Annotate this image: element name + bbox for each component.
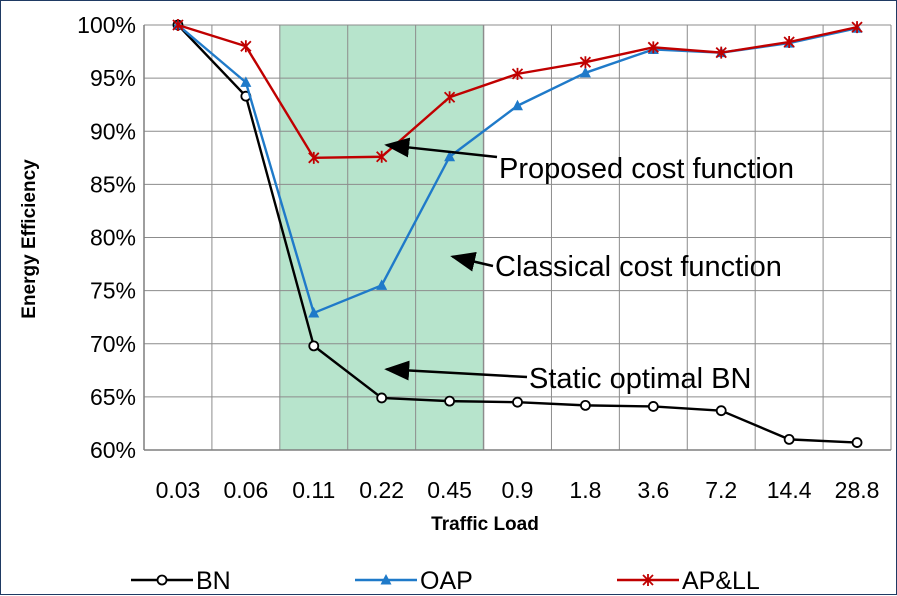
data-point-bn	[715, 405, 727, 417]
data-point-oap	[376, 279, 388, 290]
y-axis-title: Energy Efficiency	[19, 159, 40, 319]
data-point-bn	[851, 437, 863, 448]
data-point-ap-ll	[579, 56, 592, 69]
x-tick-label: 0.9	[502, 477, 534, 503]
y-tick-label: 90%	[90, 118, 136, 144]
x-tick-label: 14.4	[767, 477, 812, 503]
legend-label-oap: OAP	[420, 567, 473, 595]
annotation-label: Classical cost function	[495, 251, 782, 283]
x-tick-label: 0.22	[359, 477, 404, 503]
data-point-bn	[647, 401, 659, 412]
x-tick-label: 0.06	[223, 477, 268, 503]
annotation-label: Proposed cost function	[499, 153, 794, 185]
data-point-oap	[308, 306, 320, 318]
legend-marker-ap-ll	[642, 574, 654, 586]
x-tick-label: 0.03	[156, 477, 201, 503]
data-point-ap-ll	[851, 21, 863, 34]
data-point-oap	[512, 99, 523, 111]
y-tick-label: 95%	[90, 65, 136, 91]
legend-marker-bn	[156, 574, 168, 586]
data-point-ap-ll	[647, 41, 659, 54]
legend-label-bn: BN	[196, 567, 231, 595]
annotation-arrow	[450, 251, 494, 272]
data-point-bn	[783, 433, 795, 445]
x-tick-label: 1.8	[569, 477, 601, 503]
y-tick-label: 75%	[90, 278, 136, 304]
data-point-bn	[376, 392, 388, 404]
y-tick-label: 70%	[90, 331, 136, 357]
data-point-ap-ll	[511, 67, 524, 80]
data-point-ap-ll	[783, 36, 795, 48]
x-tick-label: 0.11	[292, 477, 335, 503]
annotation-label: Static optimal BN	[529, 363, 751, 395]
y-tick-label: 100%	[77, 12, 136, 38]
data-point-bn	[512, 396, 523, 408]
legend-marker-oap	[380, 574, 392, 585]
x-axis-title: Traffic Load	[431, 514, 539, 535]
data-point-ap-ll	[308, 151, 320, 164]
annotation-arrow	[384, 360, 528, 381]
data-point-ap-ll	[240, 40, 252, 53]
y-tick-label: 60%	[90, 437, 136, 463]
y-tick-label: 80%	[90, 225, 136, 251]
data-point-ap-ll	[443, 91, 456, 104]
data-point-bn	[444, 395, 455, 407]
data-point-ap-ll	[715, 46, 727, 59]
x-tick-label: 0.45	[427, 477, 472, 503]
legend: BN OAP AP&LL	[131, 567, 760, 595]
data-point-oap	[579, 66, 591, 78]
data-point-oap	[240, 76, 252, 87]
y-tick-label: 65%	[90, 384, 136, 410]
data-point-ap-ll	[172, 19, 184, 31]
data-point-bn	[580, 399, 591, 411]
x-tick-label: 28.8	[835, 477, 880, 503]
data-point-bn	[308, 340, 320, 352]
annotation-arrow	[384, 137, 498, 159]
x-tick-label: 3.6	[637, 477, 669, 503]
data-point-oap	[444, 150, 456, 162]
x-tick-label: 7.2	[705, 477, 737, 503]
y-tick-label: 85%	[90, 171, 136, 197]
legend-label-ap-ll: AP&LL	[682, 567, 760, 595]
